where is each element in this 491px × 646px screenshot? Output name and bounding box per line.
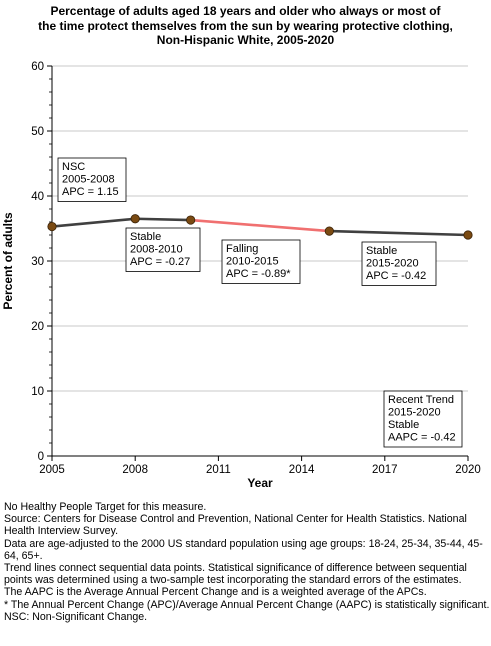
y-tick-label: 60: [31, 61, 44, 73]
chart-title: Percentage of adults aged 18 years and o…: [0, 4, 491, 48]
y-axis-ticks: 0 10 20 30 40 50 60: [31, 61, 52, 463]
annotation-frame: [125, 227, 201, 272]
trend-segment-stable-or-nsc-2: [329, 229, 469, 237]
annotation-frame: [383, 390, 463, 448]
annotation-text: NSC: [62, 161, 85, 173]
annotation-text: 2008-2010: [130, 244, 183, 256]
x-tick-label: 2017: [372, 464, 398, 476]
footnote-aapc: The AAPC is the Average Annual Percent C…: [4, 586, 427, 599]
x-tick-label: 2005: [39, 464, 65, 476]
trend-segment-falling-1: [190, 218, 330, 233]
annotation-text: AAPC = -0.42: [388, 432, 456, 444]
annotation-text: Stable: [388, 419, 419, 431]
annotation-text: Falling: [226, 243, 258, 255]
footnotes: No Healthy People Target for this measur…: [4, 501, 490, 623]
annotation-text: Stable: [130, 231, 161, 243]
footnote-significance: * The Annual Percent Change (APC)/Averag…: [4, 598, 490, 611]
annotation-frame: [221, 239, 301, 284]
annotation-text: Stable: [366, 245, 397, 257]
annotation-frame: [361, 241, 437, 286]
y-tick-label: 0: [38, 451, 44, 463]
y-tick-label: 40: [31, 191, 44, 203]
trend-segment-stable-or-nsc-0: [51, 217, 191, 228]
x-axis-ticks: 2005 2008 2011 2014 2017 2020: [39, 456, 481, 476]
x-tick-label: 2014: [289, 464, 315, 476]
footnote-target: No Healthy People Target for this measur…: [4, 501, 207, 513]
y-axis-label: Percent of adults: [1, 212, 15, 310]
footnote-nsc: NSC: Non-Significant Change.: [4, 610, 148, 623]
annotation-text: 2015-2020: [366, 258, 419, 270]
y-tick-label: 10: [31, 386, 44, 398]
grid-lines: [52, 65, 468, 392]
data-point-2020: [463, 230, 473, 240]
chart-title-line-2: the time protect themselves from the sun…: [38, 18, 453, 33]
x-tick-label: 2011: [206, 464, 231, 476]
data-point-2005: [47, 221, 57, 232]
annotation-frame: [57, 157, 127, 202]
annotation-text: APC = -0.89*: [226, 268, 291, 280]
x-axis-label: Year: [247, 476, 273, 490]
footnote-source: Source: Centers for Disease Control and …: [4, 513, 467, 538]
annotation-text: APC = -0.42: [366, 270, 426, 282]
data-point-2008: [130, 214, 140, 224]
annotation-text: 2005-2008: [62, 174, 115, 186]
footnote-age-adjusted: Data are age-adjusted to the 2000 US sta…: [4, 537, 483, 562]
trend-series: [51, 217, 469, 237]
data-point-2010: [186, 215, 196, 225]
annotation-text: APC = 1.15: [62, 186, 119, 198]
chart-title-line-1: Percentage of adults aged 18 years and o…: [50, 4, 441, 18]
annotation-text: 2015-2020: [388, 407, 441, 419]
data-point-2015: [324, 226, 334, 236]
annotation-text: 2010-2015: [226, 256, 279, 268]
y-tick-label: 30: [31, 256, 44, 268]
x-tick-label: 2008: [122, 464, 148, 476]
annotation-text: APC = -0.27: [130, 256, 190, 268]
annotation-text: Recent Trend: [388, 394, 454, 406]
y-tick-label: 20: [31, 321, 44, 333]
y-tick-label: 50: [31, 126, 44, 138]
x-tick-label: 2020: [455, 464, 481, 476]
line-chart: 0 10 20 30 40 50 60 2005 2008 2011 2014 2017 2020 Y…: [1, 61, 481, 490]
chart-title-line-3: Non-Hispanic White, 2005-2020: [156, 33, 335, 47]
footnote-trend-lines: Trend lines connect sequential data poin…: [4, 562, 467, 587]
data-markers: [47, 214, 473, 240]
